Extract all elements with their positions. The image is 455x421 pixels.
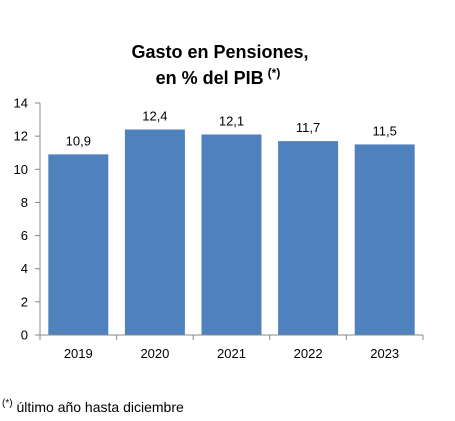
data-label: 11,7 <box>296 120 320 135</box>
x-axis: 2019 2020 2021 2022 2023 <box>39 334 424 361</box>
bar <box>354 144 415 335</box>
data-label: 10,9 <box>66 133 91 148</box>
footnote-marker: (*) <box>2 398 13 409</box>
y-tick-label: 6 <box>21 228 28 243</box>
bars: 10,9 12,4 12,1 11,7 11,5 <box>48 109 415 335</box>
bar <box>48 154 109 335</box>
footnote: (*) último año hasta diciembre <box>2 398 184 415</box>
x-tick-label: 2023 <box>370 346 399 361</box>
bar <box>278 141 339 335</box>
y-tick-label: 14 <box>14 96 28 111</box>
data-label: 12,4 <box>142 109 167 124</box>
y-axis: 0 2 4 6 8 10 12 14 <box>14 96 41 343</box>
chart-title-line1: Gasto en Pensiones, <box>131 42 308 62</box>
x-tick-label: 2022 <box>294 346 323 361</box>
y-tick-label: 10 <box>14 162 28 177</box>
y-tick-label: 2 <box>21 294 28 309</box>
bar <box>201 134 262 335</box>
x-tick-label: 2019 <box>64 346 93 361</box>
data-label: 11,5 <box>373 123 397 138</box>
y-tick-label: 4 <box>21 261 28 276</box>
chart-title-marker: (*) <box>268 66 281 80</box>
chart-title: Gasto en Pensiones, en % del PIB (*) <box>131 42 308 88</box>
chart-title-line2: en % del PIB (*) <box>156 66 281 88</box>
y-tick-label: 8 <box>21 195 28 210</box>
chart: Gasto en Pensiones, en % del PIB (*) 0 2 4 6… <box>14 42 424 361</box>
y-tick-label: 0 <box>21 328 28 343</box>
y-tick-label: 12 <box>14 129 28 144</box>
data-label: 12,1 <box>219 113 244 128</box>
chart-title-line2-text: en % del PIB <box>156 68 264 88</box>
footnote-text: último año hasta diciembre <box>16 399 184 415</box>
x-tick-label: 2020 <box>140 346 169 361</box>
bar <box>124 129 185 335</box>
x-tick-label: 2021 <box>217 346 246 361</box>
